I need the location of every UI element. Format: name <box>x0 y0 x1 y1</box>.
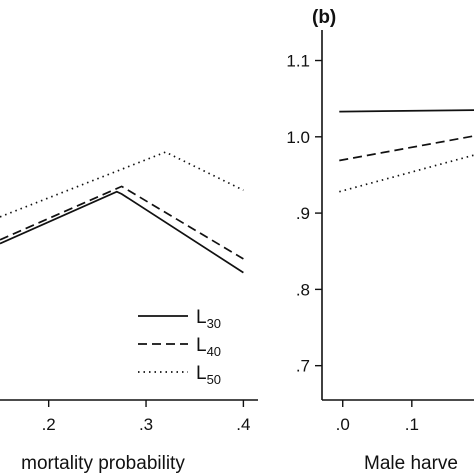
panel-b-x-tick-label: .0 <box>336 415 350 434</box>
panel-b-series-line-L40 <box>339 135 474 162</box>
panel-b-y-tick-label: 1.1 <box>286 52 310 71</box>
panel-b-y-tick-label: .8 <box>296 280 310 299</box>
legend: L30 L40 L50 <box>138 307 221 387</box>
panel-b-series-line-L50 <box>339 154 474 193</box>
panel-a-series-line-L30 <box>0 190 244 274</box>
panel-b-label: (b) <box>312 7 336 28</box>
panel-b-y-tick-label: .9 <box>296 204 310 223</box>
panel-a: .2 .3 .4 mortality probability L30 L40 L50 <box>0 151 258 474</box>
panel-a-x-tick-label: .3 <box>139 415 153 434</box>
panel-a-series-line-L50 <box>0 151 244 218</box>
panel-a-series-lines <box>0 151 244 274</box>
legend-label-L40: L40 <box>196 335 221 359</box>
legend-label-L30: L30 <box>196 307 221 331</box>
panel-a-x-tick-label: .4 <box>236 415 250 434</box>
panel-b-series-line-L30 <box>339 109 474 113</box>
panel-a-series-line-L40 <box>0 185 244 260</box>
legend-label-L50: L50 <box>196 363 221 387</box>
panel-b-x-ticks: .0 .1 <box>336 400 419 434</box>
panel-b-series-lines <box>339 109 474 193</box>
panel-b: (b) 1.1 1.0 .9 .8 .7 .0 .1 Male harve <box>286 7 474 474</box>
panel-b-y-tick-label: .7 <box>296 357 310 376</box>
panel-b-y-tick-label: 1.0 <box>286 128 310 147</box>
panel-a-x-ticks: .2 .3 .4 <box>42 400 250 434</box>
panel-a-x-tick-label: .2 <box>42 415 56 434</box>
panel-b-y-ticks: 1.1 1.0 .9 .8 .7 <box>286 52 322 376</box>
panel-b-x-axis-title: Male harve <box>364 453 458 474</box>
panel-a-x-axis-title: mortality probability <box>21 453 185 474</box>
panel-b-x-tick-label: .1 <box>405 415 419 434</box>
